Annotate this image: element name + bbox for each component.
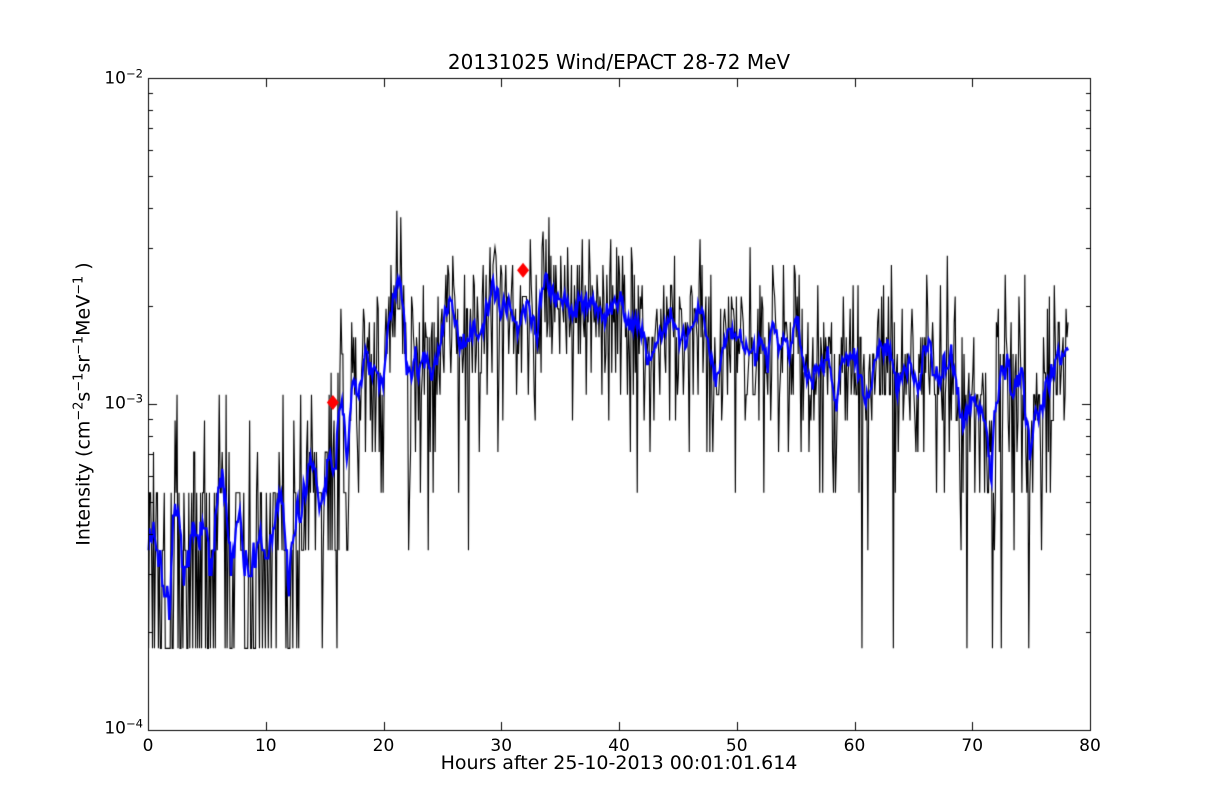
y-axis-label-segment: ) <box>72 262 95 276</box>
x-tick-label-80: 80 <box>1079 736 1101 756</box>
x-tick-label-10: 10 <box>254 736 277 756</box>
y-tick-mantissa: 10 <box>104 718 126 739</box>
y-tick-mantissa: 10 <box>104 68 126 89</box>
x-tick-label-0: 0 <box>142 736 154 756</box>
y-tick-exponent: −3 <box>125 391 143 406</box>
x-tick-label-30: 30 <box>490 736 513 756</box>
y-tick-mantissa: 10 <box>104 393 126 414</box>
y-axis-label-segment: −1 <box>71 275 87 295</box>
y-axis-label-segment: s <box>72 391 95 402</box>
x-tick-label-20: 20 <box>372 736 395 756</box>
y-tick-exponent: −2 <box>125 66 143 81</box>
y-axis-label-segment: −1 <box>71 335 87 355</box>
y-axis-label-segment: −1 <box>71 372 87 392</box>
y-tick-exponent: −4 <box>125 716 143 731</box>
y-axis-label: Intensity (cm−2s−1sr−1MeV−1 ) <box>71 262 95 546</box>
y-axis-label-segment: MeV <box>72 294 95 336</box>
y-tick-label-1e-4: 10−4 <box>104 717 143 739</box>
y-axis-label-segment: sr <box>72 354 95 373</box>
x-tick-label-70: 70 <box>961 736 984 756</box>
x-tick-label-60: 60 <box>843 736 866 756</box>
y-axis-label-segment: Intensity (cm <box>72 420 95 546</box>
x-axis-label: Hours after 25-10-2013 00:01:01.614 <box>440 752 798 774</box>
y-tick-label-1e-2: 10−2 <box>104 67 143 89</box>
plot-title: 20131025 Wind/EPACT 28-72 MeV <box>447 50 791 74</box>
y-tick-label-1e-3: 10−3 <box>104 392 143 414</box>
x-tick-label-50: 50 <box>725 736 748 756</box>
x-tick-label-40: 40 <box>608 736 630 756</box>
y-axis-label-segment: −2 <box>71 401 87 421</box>
